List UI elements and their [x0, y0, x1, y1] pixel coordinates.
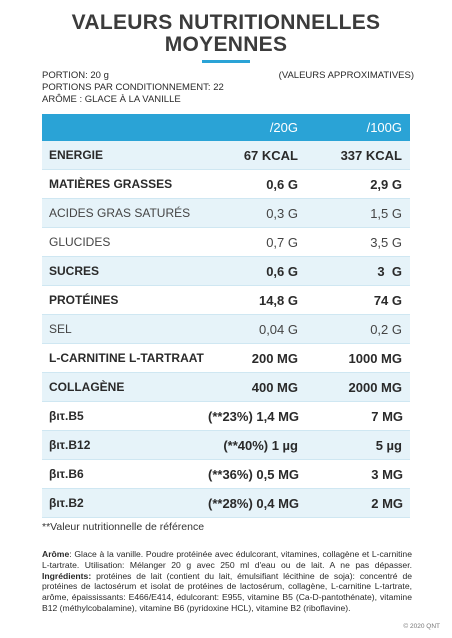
- row-per20: 200 MG: [251, 350, 298, 366]
- portion-text: PORTION: 20 g: [42, 70, 109, 81]
- approx-text: (VALEURS APPROXIMATIVES): [278, 70, 414, 81]
- table-row: βιτ.Β6 (**36%) 0,5 MG 3 MG: [42, 460, 410, 489]
- row-label: COLLAGÈNE: [49, 380, 125, 394]
- row-label: βιτ.Β2: [49, 496, 84, 510]
- row-per20: (**36%) 0,5 MG: [208, 466, 300, 482]
- row-per100: 1,5 G: [370, 205, 402, 221]
- aroma-text: ARÔME : GLACE À LA VANILLE: [42, 94, 181, 105]
- row-per100: 337 KCAL: [340, 147, 402, 163]
- row-per100: 1000 MG: [348, 350, 402, 366]
- table-row: COLLAGÈNE 400 MG 2000 MG: [42, 373, 410, 402]
- row-per20: 0,04 G: [258, 321, 298, 337]
- title-line-1: VALEURS NUTRITIONNELLES: [71, 11, 381, 34]
- row-per100: 74 G: [373, 292, 402, 308]
- row-per20: 0,3 G: [266, 205, 298, 221]
- row-label: L-CARNITINE L-TARTRAAT: [49, 351, 204, 365]
- row-label: SEL: [49, 322, 72, 336]
- row-per20: 400 MG: [251, 379, 298, 395]
- table-row: βιτ.Β5 (**23%) 1,4 MG 7 MG: [42, 402, 410, 431]
- ingredients-label: Ingrédients:: [42, 570, 92, 581]
- row-per100: 5 µg: [375, 437, 402, 453]
- ingredients-text: protéines de lait (contient du lait, ému…: [42, 570, 412, 613]
- header-col-per20: /20G: [269, 120, 298, 135]
- title-line-2: MOYENNES: [164, 33, 288, 56]
- row-per20: 0,7 G: [266, 234, 298, 250]
- aroma-label: Arôme: [42, 549, 70, 559]
- row-per20: (**28%) 0,4 MG: [208, 495, 300, 511]
- header-col-per100: /100G: [366, 120, 402, 135]
- page-title: VALEURS NUTRITIONNELLES MOYENNES: [0, 12, 452, 56]
- copyright: © 2020 QNT: [403, 623, 440, 630]
- row-per100: 3 G: [377, 263, 402, 279]
- row-label: ENERGIE: [49, 148, 104, 162]
- table-row: SEL 0,04 G 0,2 G: [42, 315, 410, 344]
- table-header: /20G /100G: [42, 114, 410, 141]
- row-per100: 3 MG: [371, 466, 404, 482]
- row-per100: 2 MG: [371, 495, 404, 511]
- reference-note: **Valeur nutritionnelle de référence: [42, 521, 205, 533]
- table-row: ENERGIE 67 KCAL 337 KCAL: [42, 141, 410, 170]
- title-underline: [202, 60, 250, 63]
- table-row: L-CARNITINE L-TARTRAAT 200 MG 1000 MG: [42, 344, 410, 373]
- row-per20: 67 KCAL: [243, 147, 298, 163]
- row-per100: 2000 MG: [348, 379, 402, 395]
- product-meta: PORTION: 20 g (VALEURS APPROXIMATIVES) P…: [42, 70, 414, 106]
- table-row: PROTÉINES 14,8 G 74 G: [42, 286, 410, 315]
- row-label: ACIDES GRAS SATURÉS: [49, 206, 191, 220]
- portions-per-pack: PORTIONS PAR CONDITIONNEMENT: 22: [42, 82, 224, 93]
- row-label: PROTÉINES: [49, 293, 119, 307]
- row-label: βιτ.Β12: [49, 438, 91, 452]
- table-row: ACIDES GRAS SATURÉS 0,3 G 1,5 G: [42, 199, 410, 228]
- row-per100: 0,2 G: [370, 321, 402, 337]
- nutrition-table: /20G /100G ENERGIE 67 KCAL 337 KCAL MATI…: [42, 114, 410, 518]
- table-row: GLUCIDES 0,7 G 3,5 G: [42, 228, 410, 257]
- ingredients-paragraph: Arôme: Glace à la vanille. Poudre protéi…: [42, 549, 412, 614]
- row-per100: 3,5 G: [370, 234, 402, 250]
- row-label: βιτ.Β6: [49, 467, 84, 481]
- row-label: βιτ.Β5: [49, 409, 84, 423]
- table-row: βιτ.Β2 (**28%) 0,4 MG 2 MG: [42, 489, 410, 518]
- table-row: βιτ.Β12 (**40%) 1 µg 5 µg: [42, 431, 410, 460]
- table-row: SUCRES 0,6 G 3 G: [42, 257, 410, 286]
- row-per20: 14,8 G: [258, 292, 298, 308]
- table-row: MATIÈRES GRASSES 0,6 G 2,9 G: [42, 170, 410, 199]
- row-per100: 2,9 G: [370, 176, 402, 192]
- row-label: GLUCIDES: [49, 235, 111, 249]
- row-label: MATIÈRES GRASSES: [49, 177, 173, 191]
- row-per20: (**23%) 1,4 MG: [208, 408, 300, 424]
- row-per100: 7 MG: [371, 408, 404, 424]
- row-label: SUCRES: [49, 264, 100, 278]
- row-per20: 0,6 G: [266, 263, 298, 279]
- row-per20: (**40%) 1 µg: [223, 437, 298, 453]
- aroma-description: : Glace à la vanille. Poudre protéinée a…: [42, 549, 412, 570]
- row-per20: 0,6 G: [266, 176, 298, 192]
